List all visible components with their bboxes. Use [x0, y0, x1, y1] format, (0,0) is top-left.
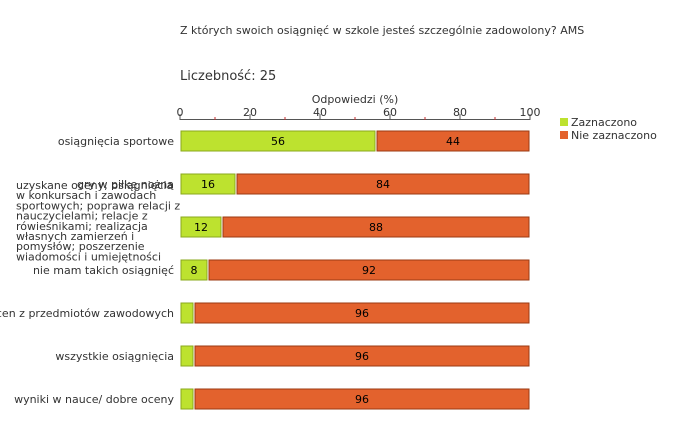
- bar-nie-zaznaczono: [194, 388, 530, 410]
- data-label: 96: [355, 393, 369, 406]
- bar-zaznaczono: [180, 302, 194, 324]
- bar-nie-zaznaczono: [222, 216, 530, 238]
- bar-nie-zaznaczono: [194, 345, 530, 367]
- category-label-line: rówieśnikami; realizacja: [16, 220, 148, 233]
- category-label-line: w konkursach i zawodach: [16, 189, 156, 202]
- category-label: wszystkie osiągnięcia: [55, 350, 174, 363]
- data-label: 92: [362, 264, 376, 277]
- x-tick-label: 60: [383, 106, 397, 119]
- data-label: 96: [355, 307, 369, 320]
- category-label-line: nauczycielami; relacje z: [16, 210, 148, 223]
- category-label-line: sportowych; poprawa relacji z: [16, 199, 180, 212]
- legend-label: Zaznaczono: [571, 116, 637, 129]
- data-label: 88: [369, 221, 383, 234]
- bar-zaznaczono: [180, 259, 208, 281]
- category-label: gry w piłkę nożną: [77, 178, 174, 191]
- category-label: osiągnięcia sportowe: [58, 135, 174, 148]
- data-label: 12: [194, 221, 208, 234]
- bar-nie-zaznaczono: [236, 173, 530, 195]
- data-label: 96: [355, 350, 369, 363]
- x-tick-label: 0: [177, 106, 184, 119]
- chart-subtitle: Liczebność: 25: [180, 69, 276, 84]
- data-label: 44: [446, 135, 460, 148]
- bar-nie-zaznaczono: [208, 259, 530, 281]
- x-axis: 0 20 40 60 80 100: [177, 106, 541, 120]
- bar-nie-zaznaczono: [194, 302, 530, 324]
- x-tick-label: 100: [520, 106, 541, 119]
- data-label: 8: [191, 264, 198, 277]
- data-label: 84: [376, 178, 390, 191]
- bar-zaznaczono: [180, 388, 194, 410]
- legend-label: Nie zaznaczono: [571, 129, 657, 142]
- category-label: wyniki w nauce/ dobre oceny: [14, 393, 174, 406]
- category-label-line: pomysłów; poszerzenie: [16, 240, 145, 253]
- bar-zaznaczono: [180, 216, 222, 238]
- bar-zaznaczono: [180, 130, 376, 152]
- category-label: nie mam takich osiągnięć: [33, 264, 174, 277]
- category-label-line: własnych zamierzeń i: [16, 230, 134, 243]
- x-tick-label: 40: [313, 106, 327, 119]
- data-label: 56: [271, 135, 285, 148]
- category-label: ocen z przedmiotów zawodowych: [0, 307, 174, 320]
- x-tick-label: 80: [453, 106, 467, 119]
- bar-zaznaczono: [180, 345, 194, 367]
- chart-title: Z których swoich osiągnięć w szkole jest…: [180, 24, 584, 37]
- x-tick-label: 20: [243, 106, 257, 119]
- legend-swatch: [560, 131, 568, 139]
- x-axis-ticks: 0 20 40 60 80 100: [177, 106, 541, 120]
- bar-nie-zaznaczono: [376, 130, 530, 152]
- data-label: 16: [201, 178, 215, 191]
- x-axis-label: Odpowiedzi (%): [312, 93, 399, 106]
- bar-zaznaczono: [180, 173, 236, 195]
- category-label-line: wiadomości i umiejętności: [16, 250, 161, 263]
- legend-swatch: [560, 118, 568, 126]
- category-label-line: uzyskane oceny; osiągnięcia: [16, 179, 173, 192]
- category-labels: osiągnięcia sportowe gry w piłkę nożnąuzy…: [0, 135, 180, 406]
